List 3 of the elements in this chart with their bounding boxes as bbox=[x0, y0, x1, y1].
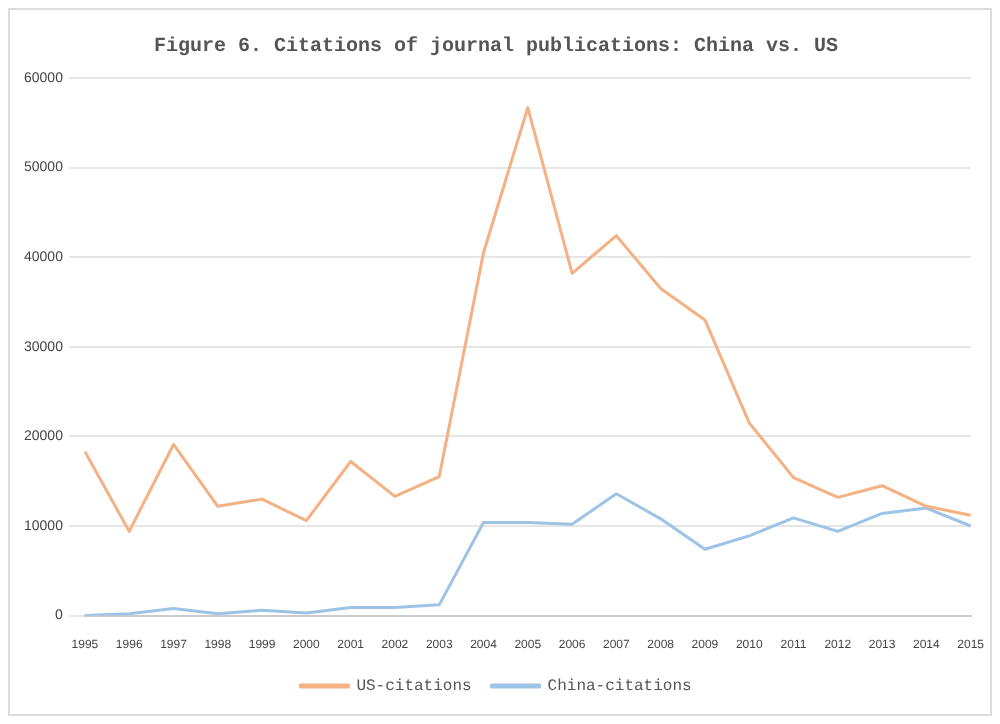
legend-label: US-citations bbox=[356, 678, 472, 697]
chart-title: Figure 6. Citations of journal publications: China vs. US bbox=[153, 35, 839, 60]
legend-label: China-citations bbox=[547, 678, 693, 697]
